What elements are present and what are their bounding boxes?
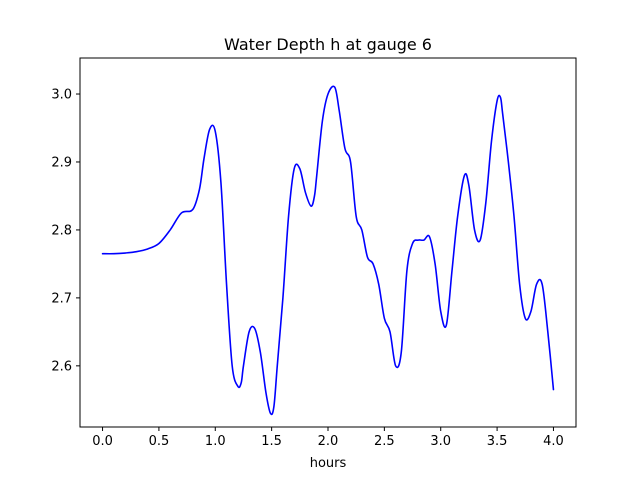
x-tick-label: 2.0: [318, 434, 339, 449]
series-line-0: [101, 85, 555, 416]
y-tick-label: 2.6: [51, 359, 72, 374]
x-tick-label: 0.0: [92, 434, 113, 449]
chart-title: Water Depth h at gauge 6: [224, 35, 432, 54]
x-tick-label: 2.5: [374, 434, 395, 449]
x-tick-label: 0.5: [149, 434, 170, 449]
y-tick-label: 2.7: [51, 291, 72, 306]
x-tick-label: 1.5: [261, 434, 282, 449]
x-tick-label: 3.0: [430, 434, 451, 449]
y-tick-label: 2.9: [51, 155, 72, 170]
x-tick-label: 1.0: [205, 434, 226, 449]
axis-ticks: 0.0 0.5 1.0 1.5 2.0 2.5 3.0 3.5 4.0 2.6 2.7 2.8 2.9 3…: [51, 88, 563, 449]
y-tick-label: 2.8: [51, 223, 72, 238]
y-tick-label: 3.0: [51, 88, 72, 103]
plot-layer: [101, 85, 555, 416]
x-axis-label: hours: [310, 456, 347, 471]
x-tick-label: 3.5: [487, 434, 508, 449]
x-tick-label: 4.0: [543, 434, 564, 449]
